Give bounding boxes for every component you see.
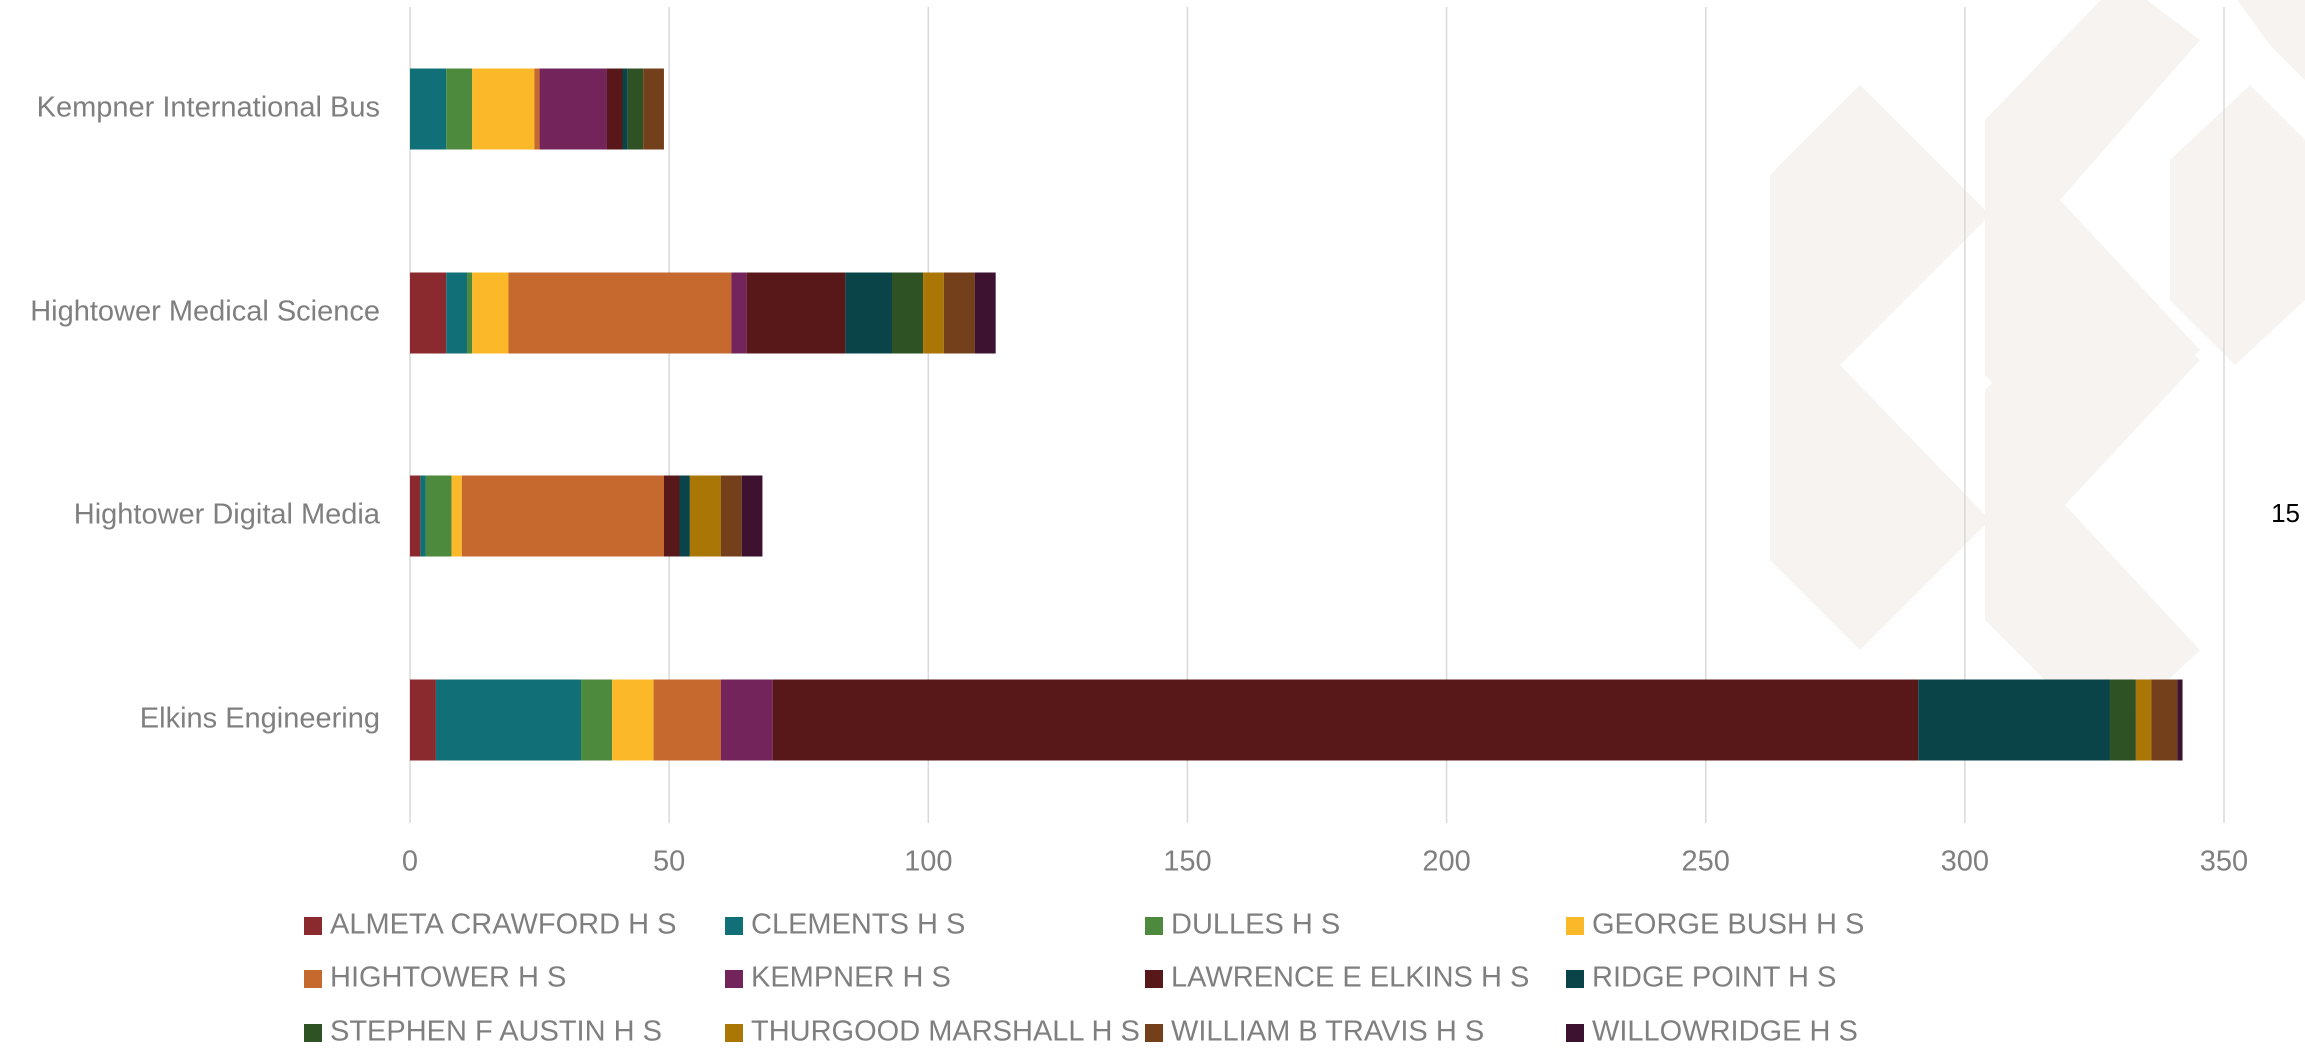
legend-label: DULLES H S (1171, 909, 1340, 941)
bar-segment (845, 272, 893, 354)
bar-segment (410, 272, 447, 354)
x-tick-label: 50 (653, 846, 685, 878)
legend-label: GEORGE BUSH H S (1592, 909, 1864, 941)
x-tick-label: 0 (402, 846, 418, 878)
bar-segment (772, 679, 1919, 761)
y-tick-label: Hightower Digital Media (74, 499, 381, 531)
legend-label: THURGOOD MARSHALL H S (751, 1016, 1140, 1048)
y-tick-label: Kempner International Bus (37, 92, 380, 124)
bar-segment (435, 679, 582, 761)
bar-segment (508, 272, 732, 354)
bar-segment (627, 68, 644, 150)
bar-segment (2177, 679, 2183, 761)
legend-swatch (1145, 970, 1163, 988)
bar-segment (446, 68, 473, 150)
bar-segment (606, 68, 623, 150)
bar-segment (720, 679, 773, 761)
bar-segment (539, 68, 607, 150)
bar-segment (472, 68, 535, 150)
background-decoration (1770, 0, 2305, 740)
bar-segment (451, 475, 462, 557)
bar-segment (2135, 679, 2152, 761)
bar-segment (467, 272, 473, 354)
bar-segment (1918, 679, 2110, 761)
bar-segment (731, 272, 747, 354)
legend-swatch (725, 1024, 743, 1042)
legend-swatch (304, 970, 322, 988)
bar-segment (746, 272, 846, 354)
y-tick-label: Elkins Engineering (140, 703, 380, 735)
bar-segment (2109, 679, 2136, 761)
x-tick-label: 300 (1941, 846, 1989, 878)
bar-segment (923, 272, 944, 354)
bar-segment (410, 68, 447, 150)
bar-segment (410, 679, 436, 761)
legend-swatch (725, 970, 743, 988)
legend-label: RIDGE POINT H S (1592, 962, 1836, 994)
legend-label: HIGHTOWER H S (330, 962, 566, 994)
x-tick-label: 200 (1422, 846, 1470, 878)
bar-segment (472, 272, 509, 354)
legend-swatch (1566, 970, 1584, 988)
bar-segment (612, 679, 654, 761)
bar-segment (653, 679, 721, 761)
bar-segment (581, 679, 613, 761)
legend-label: KEMPNER H S (751, 962, 951, 994)
bar-segment (943, 272, 975, 354)
x-tick-label: 350 (2200, 846, 2248, 878)
legend-label: WILLOWRIDGE H S (1592, 1016, 1858, 1048)
legend-swatch (304, 917, 322, 935)
bar-segment (420, 475, 426, 557)
bar-segment (2151, 679, 2178, 761)
bar-segment (720, 475, 742, 557)
legend-label: LAWRENCE E ELKINS H S (1171, 962, 1529, 994)
bar-segment (446, 272, 468, 354)
x-tick-label: 250 (1682, 846, 1730, 878)
legend-swatch (304, 1024, 322, 1042)
legend-label: ALMETA CRAWFORD H S (330, 909, 676, 941)
legend-label: WILLIAM B TRAVIS H S (1171, 1016, 1484, 1048)
bar-segment (679, 475, 690, 557)
bar-segment (410, 475, 421, 557)
bar-segment (663, 475, 680, 557)
x-tick-label: 100 (904, 846, 952, 878)
bar-segment (643, 68, 664, 150)
legend-swatch (1145, 1024, 1163, 1042)
legend-swatch (1566, 917, 1584, 935)
legend-swatch (1566, 1024, 1584, 1042)
legend-swatch (1145, 917, 1163, 935)
bar-segment (892, 272, 924, 354)
bar-segment (534, 68, 540, 150)
legend-label: STEPHEN F AUSTIN H S (330, 1016, 662, 1048)
annotation: 15 (2271, 498, 2300, 528)
y-tick-label: Hightower Medical Science (30, 296, 380, 328)
bar-segment (425, 475, 452, 557)
bar-segment (741, 475, 763, 557)
legend-label: CLEMENTS H S (751, 909, 965, 941)
bar-segment (974, 272, 996, 354)
bar-segment (689, 475, 721, 557)
bar-segment (461, 475, 664, 557)
x-tick-label: 150 (1163, 846, 1211, 878)
legend-swatch (725, 917, 743, 935)
bar-segment (622, 68, 628, 150)
